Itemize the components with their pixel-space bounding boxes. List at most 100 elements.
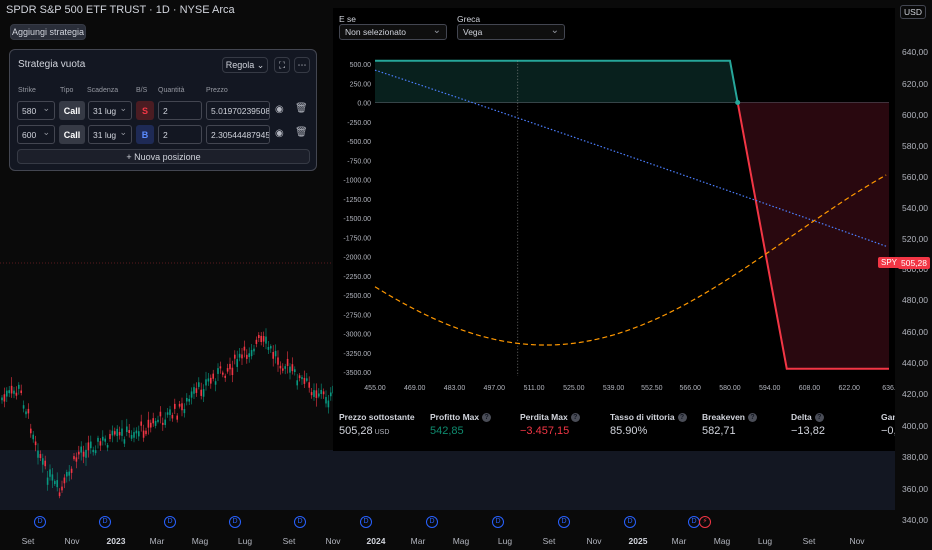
candle-body xyxy=(200,389,202,396)
payoff-chart[interactable]: 500.00 250.00 0.00 -250.00 -500.00 -750.00 -10… xyxy=(333,52,895,400)
earnings-flash-icon[interactable]: ⚡ xyxy=(699,516,711,528)
dividend-marker[interactable]: D xyxy=(492,516,504,528)
candle-body xyxy=(303,377,306,384)
dividend-marker[interactable]: D xyxy=(294,516,306,528)
candle-body xyxy=(75,457,78,462)
candle-body xyxy=(248,353,250,358)
trash-icon[interactable]: 🗑 xyxy=(295,103,308,114)
candle-body xyxy=(32,434,34,440)
more-icon[interactable]: ⋯ xyxy=(294,57,310,73)
candle-body xyxy=(272,352,274,359)
eye-icon[interactable]: ◉ xyxy=(275,104,284,115)
greek-select[interactable]: Vega xyxy=(457,24,565,40)
what-if-select[interactable]: Non selezionato xyxy=(339,24,447,40)
expand-icon[interactable]: ⛶ xyxy=(274,57,290,73)
dividend-marker[interactable]: D xyxy=(360,516,372,528)
type-call-button[interactable]: Call xyxy=(59,125,85,144)
quantity-field[interactable]: 2 xyxy=(158,125,202,144)
strike-select[interactable]: 600 xyxy=(17,125,55,144)
stat-label: Gam xyxy=(881,412,900,422)
price-tick: 340,00 xyxy=(902,515,928,525)
candle-body xyxy=(30,428,32,434)
help-icon[interactable]: ? xyxy=(482,413,492,422)
time-tick: Nov xyxy=(586,536,602,546)
help-icon[interactable]: ? xyxy=(677,413,687,422)
eye-icon[interactable]: ◉ xyxy=(275,128,284,139)
trash-icon[interactable]: 🗑 xyxy=(295,127,308,138)
x-tick: 511.00 xyxy=(524,385,545,392)
price-field[interactable]: 5.019702395081 xyxy=(206,101,270,120)
x-tick: 539.00 xyxy=(603,385,625,392)
expiry-select[interactable]: 31 lug xyxy=(88,101,132,120)
what-if-label: E se xyxy=(339,14,357,24)
candle-body xyxy=(325,397,327,404)
candle-body xyxy=(56,480,58,488)
volume-pane xyxy=(0,450,895,510)
y-tick: -1000.00 xyxy=(343,178,371,185)
dividend-marker[interactable]: D xyxy=(426,516,438,528)
y-tick: -2250.00 xyxy=(343,274,371,281)
candle-body xyxy=(116,428,118,436)
candle-body xyxy=(13,390,15,394)
dividend-marker[interactable]: D xyxy=(624,516,636,528)
candle-body xyxy=(207,378,210,382)
dividend-marker[interactable]: D xyxy=(229,516,241,528)
add-strategy-button[interactable]: Aggiungi strategia xyxy=(10,24,86,40)
quantity-field[interactable]: 2 xyxy=(158,101,202,120)
price-tick: 480,00 xyxy=(902,295,928,305)
price-field[interactable]: 2.305444879453 xyxy=(206,125,270,144)
y-tick: 250.00 xyxy=(350,81,372,88)
help-icon[interactable]: ? xyxy=(814,413,824,422)
help-icon[interactable]: ? xyxy=(570,413,580,422)
stat-item: Prezzo sottostante 505,28 USD xyxy=(339,412,415,437)
greek-label: Greca xyxy=(457,14,481,24)
dividend-marker[interactable]: D xyxy=(99,516,111,528)
x-tick: 552.50 xyxy=(641,385,663,392)
candle-body xyxy=(229,363,231,370)
adjust-dropdown[interactable]: Regola ⌄ xyxy=(222,57,268,73)
candle-body xyxy=(150,422,152,428)
candle-body xyxy=(3,394,6,402)
col-bs: B/S xyxy=(136,87,148,94)
col-qty: Quantità xyxy=(158,87,185,94)
price-axis[interactable]: USD 640,00 620,00 600,00 580,00 560,00 540,00… xyxy=(895,0,932,550)
candle-body xyxy=(162,422,164,425)
candle-body xyxy=(20,390,22,394)
sell-button[interactable]: S xyxy=(136,101,154,120)
price-tick: 520,00 xyxy=(902,234,928,244)
dividend-marker[interactable]: D xyxy=(34,516,46,528)
candle-body xyxy=(260,335,262,343)
new-position-button[interactable]: + Nuova posizione xyxy=(17,149,310,164)
y-tick: -1500.00 xyxy=(343,216,371,223)
dividend-marker[interactable]: D xyxy=(164,516,176,528)
candle-body xyxy=(68,471,70,476)
strike-select[interactable]: 580 xyxy=(17,101,55,120)
candle-body xyxy=(178,403,181,407)
y-tick: -2000.00 xyxy=(343,255,371,262)
stat-item: Profitto Max? 542,85 xyxy=(430,412,492,437)
candle-body xyxy=(279,365,282,369)
currency-button[interactable]: USD xyxy=(900,5,926,19)
candle-body xyxy=(99,441,102,446)
candle-body xyxy=(87,442,90,451)
expiry-select[interactable]: 31 lug xyxy=(88,125,132,144)
candle-body xyxy=(286,358,289,367)
candle-body xyxy=(214,381,217,385)
candle-body xyxy=(1,397,3,401)
x-tick: 636. xyxy=(882,385,895,392)
time-tick: Mag xyxy=(713,536,731,546)
breakeven-point xyxy=(735,100,741,105)
type-call-button[interactable]: Call xyxy=(59,101,85,120)
stat-item: Perdita Max? −3.457,15 xyxy=(520,412,580,437)
dividend-marker[interactable]: D xyxy=(558,516,570,528)
profit-area xyxy=(375,60,738,103)
y-tick: 0.00 xyxy=(357,101,371,108)
candle-body xyxy=(42,458,44,465)
spy-tag: SPY xyxy=(878,257,901,268)
time-axis[interactable]: Set Nov 2023 Mar Mag Lug Set Nov 2024 Mar Mag Lug Se… xyxy=(0,510,895,550)
candle-body xyxy=(306,378,308,381)
help-icon[interactable]: ? xyxy=(748,413,758,422)
candle-body xyxy=(296,380,298,386)
buy-button[interactable]: B xyxy=(136,125,154,144)
y-tick: -500.00 xyxy=(347,139,371,146)
